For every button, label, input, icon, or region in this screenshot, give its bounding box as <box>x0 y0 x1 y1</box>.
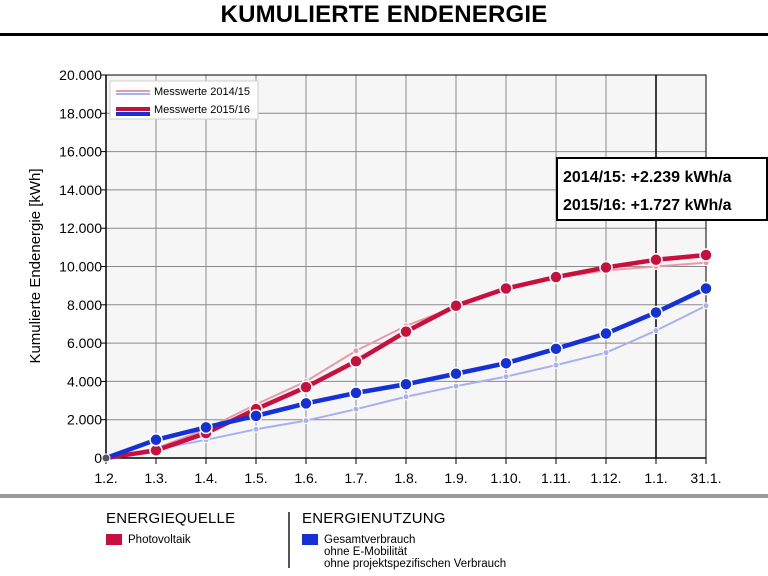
data-point <box>499 356 513 370</box>
x-tick-label: 1.7. <box>344 470 367 486</box>
data-point <box>549 270 563 284</box>
legend-item-label: Gesamtverbrauch <box>324 534 416 546</box>
x-tick-label: 1.6. <box>294 470 317 486</box>
legend-source-heading: ENERGIEQUELLE <box>106 510 236 527</box>
y-axis-label: Kumulierte Endenergie [kWh] <box>27 168 44 363</box>
x-tick-label: 1.4. <box>194 470 217 486</box>
data-point <box>502 373 510 381</box>
annotation-text: 2014/15: +2.239 kWh/a <box>563 169 732 186</box>
data-point <box>499 281 513 296</box>
footer-divider <box>0 494 768 498</box>
y-tick-label: 18.000 <box>59 105 102 121</box>
x-tick-label: 1.2. <box>94 470 117 486</box>
data-point <box>399 324 413 339</box>
photovoltaik-swatch <box>106 534 122 545</box>
y-tick-label: 0 <box>94 450 102 466</box>
x-tick-label: 1.10. <box>490 470 521 486</box>
x-tick-label: 1.8. <box>394 470 417 486</box>
data-point <box>149 433 163 447</box>
data-point <box>252 425 260 433</box>
gesamtverbrauch-swatch <box>302 534 318 545</box>
legend-item-subline: ohne projektspezifischen Verbrauch <box>324 558 507 570</box>
data-point <box>449 366 463 381</box>
y-tick-label: 20.000 <box>59 67 102 83</box>
chart-legend-label: Messwerte 2014/15 <box>154 86 250 98</box>
data-point <box>352 405 360 413</box>
x-tick-label: 31.1. <box>690 470 721 486</box>
page-title: KUMULIERTE ENDENERGIE <box>220 1 548 28</box>
y-tick-label: 8.000 <box>67 297 102 313</box>
origin-point <box>101 453 111 463</box>
cumulative-energy-chart: 0 2.000 4.000 6.000 8.000 10.000 12.000 14.000 1… <box>27 67 768 486</box>
y-tick-label: 14.000 <box>59 182 102 198</box>
data-point <box>649 305 663 320</box>
legend-divider <box>288 512 290 568</box>
data-point <box>402 393 410 401</box>
x-tick-label: 1.1. <box>644 470 667 486</box>
y-tick-label: 6.000 <box>67 335 102 351</box>
legend-energy-usage: ENERGIENUTZUNG Gesamtverbrauch ohne E-Mo… <box>302 510 506 570</box>
data-point <box>399 377 413 392</box>
annotation-text: 2015/16: +1.727 kWh/a <box>563 197 732 214</box>
data-point <box>452 382 460 390</box>
x-tick-label: 1.3. <box>144 470 167 486</box>
legend-item-subline: ohne E-Mobilität <box>324 546 408 558</box>
data-point <box>699 248 713 262</box>
data-point <box>599 260 613 275</box>
data-point <box>702 302 710 310</box>
data-point <box>349 386 363 400</box>
legend-usage-heading: ENERGIENUTZUNG <box>302 510 446 527</box>
data-point <box>552 361 560 369</box>
data-point <box>249 409 263 423</box>
chart-legend-label: Messwerte 2015/16 <box>154 104 250 116</box>
x-tick-label: 1.12. <box>590 470 621 486</box>
legend-item-photovoltaik: Photovoltaik <box>106 534 235 546</box>
data-point <box>602 349 610 357</box>
y-tick-label: 10.000 <box>59 259 102 275</box>
data-point <box>299 396 313 411</box>
data-point <box>199 420 213 435</box>
legend-energy-source: ENERGIEQUELLE Photovoltaik <box>106 510 235 546</box>
title-divider <box>0 33 768 36</box>
data-point <box>599 326 613 341</box>
data-point <box>449 299 463 313</box>
x-tick-label: 1.5. <box>244 470 267 486</box>
y-tick-label: 2.000 <box>67 412 102 428</box>
data-point <box>652 327 660 335</box>
x-tick-label: 1.11. <box>541 470 571 486</box>
y-tick-label: 4.000 <box>67 373 102 389</box>
annotation-box <box>556 157 768 221</box>
data-point <box>352 347 360 355</box>
data-point <box>349 354 363 369</box>
y-tick-label: 16.000 <box>59 144 102 160</box>
data-point <box>699 281 713 296</box>
data-point <box>302 417 310 425</box>
data-point <box>299 380 313 394</box>
x-tick-label: 1.9. <box>444 470 467 486</box>
y-tick-label: 12.000 <box>59 220 102 236</box>
data-point <box>649 253 663 267</box>
legend-item-label: Photovoltaik <box>128 534 191 546</box>
legend-item-gesamtverbrauch: Gesamtverbrauch ohne E-Mobilität ohne pr… <box>302 534 506 570</box>
data-point <box>549 342 563 356</box>
